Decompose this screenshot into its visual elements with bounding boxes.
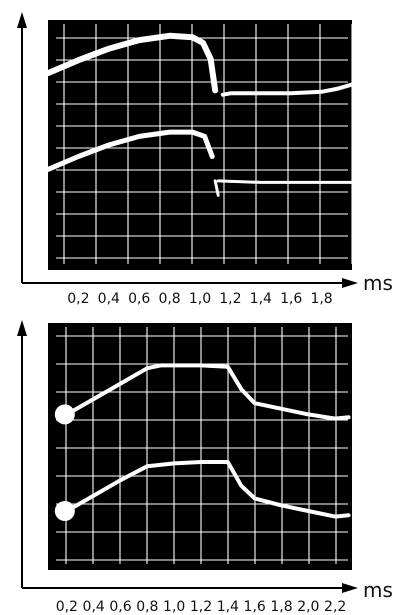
x-tick-label: 1,2 [190,599,212,615]
x-tick-label: 1,4 [250,291,272,307]
scope-screen [48,323,352,570]
x-tick-label: 1,0 [189,291,211,307]
trace-line [45,32,219,94]
x-tick-label: 1,8 [270,599,292,615]
x-tick-label: 0,2 [67,291,89,307]
x-axis-unit-label: ms [363,578,393,602]
trace-line [45,129,215,172]
trace-line [64,460,351,519]
x-tick-label: 2,2 [324,599,346,615]
x-tick-label: 0,4 [98,291,120,307]
x-tick-label: 1,8 [310,291,332,307]
x-tick-label: 1,6 [244,599,266,615]
x-tick-label: 1,6 [280,291,302,307]
trace-segment [216,179,354,184]
x-axis-arrow [342,583,358,593]
x-tick-label: 0,6 [109,599,131,615]
x-tick-label: 1,2 [219,291,241,307]
x-tick-label: 0,8 [136,599,158,615]
x-axis-unit-label: ms [363,271,393,295]
scope-screen [48,20,352,270]
grid [56,24,353,264]
chart-bottom: 0,2 0,4 0,6 0,8 1,0 1,2 1,4 1,6 1,8 2,0 2,2 ms [17,320,393,615]
x-tick-label: 1,0 [163,599,185,615]
x-tick-label: 0,4 [83,599,105,615]
y-axis-arrow [17,320,27,336]
x-tick-label: 0,6 [128,291,150,307]
x-tick-label: 1,4 [217,599,239,615]
x-tick-label: 0,2 [56,599,78,615]
grid [56,327,348,564]
y-axis-arrow [17,12,27,28]
chart-top: 0,2 0,4 0,6 0,8 1,0 1,2 1,4 1,6 1,8 ms [17,12,393,307]
trace-segment [213,179,220,197]
x-tick-label: 2,0 [297,599,319,615]
trace-segment [220,82,354,97]
trace-start-marker [54,404,75,425]
trace-start-marker [54,501,75,521]
x-axis-arrow [342,278,358,288]
x-tick-label: 0,8 [158,291,180,307]
trace-line [64,363,351,421]
